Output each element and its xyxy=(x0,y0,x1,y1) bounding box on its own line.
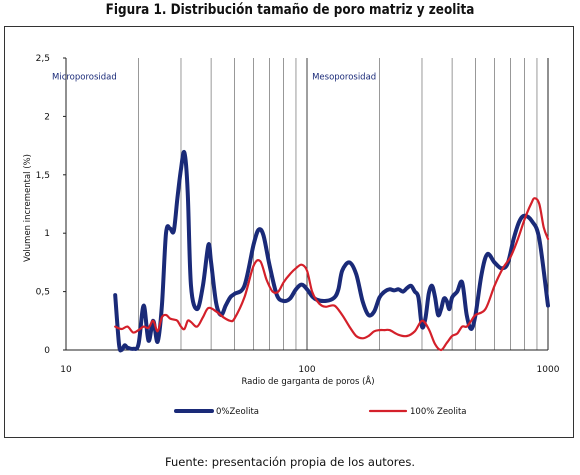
legend: 0%Zeolita 100% Zeolita xyxy=(174,407,467,417)
series-lines xyxy=(113,149,550,353)
series-line-0 xyxy=(113,149,550,353)
y-tick-label: 0,5 xyxy=(36,288,50,298)
x-tick-label: 1000 xyxy=(537,365,560,375)
series-line-1 xyxy=(114,197,550,352)
x-tick-label: 10 xyxy=(60,365,72,375)
figure-title: Figura 1. Distribución tamaño de poro ma… xyxy=(105,2,475,18)
annotations: Microporosidad Mesoporosidad xyxy=(52,72,376,82)
y-tick-label: 0 xyxy=(44,346,50,356)
y-tick-label: 2 xyxy=(44,112,50,122)
y-tick-label: 1 xyxy=(44,229,50,239)
annotation: Microporosidad xyxy=(52,72,117,82)
chart-frame xyxy=(4,26,574,438)
y-axis-label: Volumen incremental (%) xyxy=(23,154,33,262)
y-tick-label: 2,5 xyxy=(36,54,50,64)
tick-labels: 0 0,5 1 1,5 2 2,5 10 100 1000 xyxy=(36,54,560,375)
legend-label: 100% Zeolita xyxy=(410,407,467,417)
x-tick-label: 100 xyxy=(298,365,315,375)
figure-caption: Fuente: presentación propia de los autor… xyxy=(164,455,415,469)
x-axis-label: Radio de garganta de poros (Å) xyxy=(241,375,374,387)
annotation: Mesoporosidad xyxy=(312,72,376,82)
y-tick-label: 1,5 xyxy=(36,171,50,181)
legend-label: 0%Zeolita xyxy=(216,407,259,417)
